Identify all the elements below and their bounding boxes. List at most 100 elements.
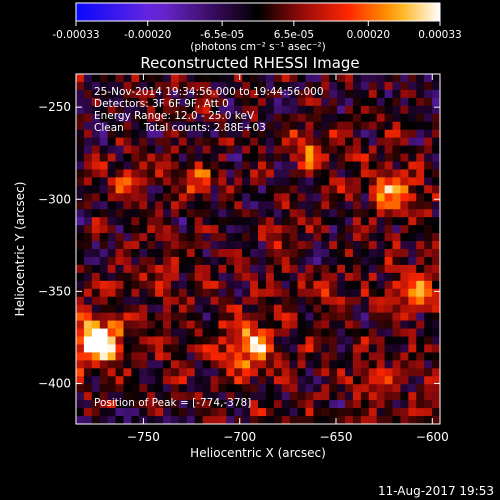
heatmap-cell <box>99 241 108 250</box>
colorbar-tick-label: 6.5e-05 <box>274 29 314 41</box>
heatmap-cell <box>210 177 219 186</box>
heatmap-cell <box>83 74 93 83</box>
heatmap-cell <box>242 121 251 130</box>
heatmap-cell <box>194 153 203 162</box>
heatmap-cell <box>400 296 409 305</box>
heatmap-cell <box>107 81 116 91</box>
heatmap-cell <box>107 416 116 425</box>
heatmap-cell <box>178 89 188 99</box>
heatmap-cell <box>337 137 346 146</box>
heatmap-cell <box>392 89 401 99</box>
heatmap-cell <box>424 201 433 210</box>
heatmap-cell <box>139 185 148 194</box>
x-tick-label: −700 <box>223 430 256 444</box>
heatmap-cell <box>368 217 377 226</box>
heatmap-cell <box>265 416 275 425</box>
heatmap-cell <box>202 304 211 313</box>
heatmap-cell <box>376 320 385 329</box>
heatmap-cell <box>281 264 290 274</box>
heatmap-cell <box>400 328 409 337</box>
heatmap-cell <box>424 225 433 234</box>
heatmap-cell <box>194 328 203 337</box>
heatmap-cell <box>424 312 433 321</box>
heatmap-cell <box>281 161 290 170</box>
heatmap-cell <box>408 384 417 393</box>
heatmap-cell <box>321 137 330 146</box>
heatmap-cell <box>131 185 140 194</box>
heatmap-cell <box>194 312 203 321</box>
heatmap-cell <box>99 233 108 242</box>
heatmap-cell <box>297 74 306 83</box>
heatmap-cell <box>250 344 259 353</box>
heatmap-cell <box>321 344 330 353</box>
heatmap-cell <box>424 153 433 162</box>
heatmap-cell <box>368 74 377 83</box>
heatmap-cell <box>186 400 195 409</box>
heatmap-cell <box>329 74 338 83</box>
heatmap-cell <box>400 249 409 258</box>
heatmap-cell <box>202 360 211 369</box>
heatmap-cell <box>202 121 211 130</box>
heatmap-cell <box>368 288 377 298</box>
heatmap-cell <box>416 408 425 417</box>
heatmap-cell <box>400 336 409 345</box>
heatmap-cell <box>147 384 156 393</box>
heatmap-cell <box>258 264 267 274</box>
heatmap-cell <box>83 408 93 417</box>
heatmap-cell <box>170 97 180 107</box>
heatmap-cell <box>416 352 425 361</box>
heatmap-cell <box>250 121 259 130</box>
heatmap-cell <box>194 376 203 385</box>
heatmap-cell <box>147 296 156 305</box>
heatmap-cell <box>194 296 203 305</box>
heatmap-cell <box>194 137 203 146</box>
heatmap-cell <box>83 153 93 162</box>
heatmap-pixels <box>76 74 441 425</box>
heatmap-cell <box>424 209 433 218</box>
heatmap-cell <box>76 209 85 218</box>
heatmap-cell <box>202 233 211 242</box>
heatmap-cell <box>400 153 409 162</box>
x-axis-label: Heliocentric X (arcsec) <box>190 446 326 460</box>
heatmap-cell <box>202 193 211 202</box>
heatmap-cell <box>408 249 417 258</box>
heatmap-cell <box>289 233 298 242</box>
heatmap-cell <box>107 392 116 401</box>
heatmap-cell <box>345 137 354 146</box>
heatmap-cell <box>178 233 188 242</box>
heatmap-cell <box>218 264 227 274</box>
heatmap-cell <box>432 416 441 425</box>
heatmap-cell <box>226 288 235 298</box>
heatmap-cell <box>91 193 101 202</box>
heatmap-cell <box>115 264 124 274</box>
heatmap-cell <box>107 193 116 202</box>
heatmap-cell <box>107 74 116 83</box>
heatmap-cell <box>305 416 314 425</box>
heatmap-cell <box>329 368 338 377</box>
heatmap-cell <box>400 89 409 99</box>
heatmap-cell <box>234 320 243 329</box>
heatmap-cell <box>400 121 409 130</box>
heatmap-cell <box>313 169 322 178</box>
y-tick-label: −400 <box>38 376 71 390</box>
heatmap-cell <box>178 360 188 369</box>
heatmap-cell <box>76 352 85 361</box>
heatmap-cell <box>265 272 275 282</box>
heatmap-cell <box>368 256 377 266</box>
heatmap-cell <box>368 177 377 186</box>
heatmap-cell <box>368 296 377 305</box>
heatmap-cell <box>178 81 188 91</box>
heatmap-cell <box>210 304 219 313</box>
heatmap-cell <box>226 209 235 218</box>
heatmap-cell <box>186 296 195 305</box>
heatmap-cell <box>83 105 93 115</box>
heatmap-cell <box>91 256 101 266</box>
heatmap-cell <box>163 137 172 146</box>
heatmap-cell <box>115 296 124 305</box>
heatmap-cell <box>178 400 188 409</box>
heatmap-cell <box>91 81 101 91</box>
heatmap-cell <box>352 320 362 329</box>
heatmap-cell <box>210 312 219 321</box>
heatmap-cell <box>234 352 243 361</box>
heatmap-cell <box>345 161 354 170</box>
